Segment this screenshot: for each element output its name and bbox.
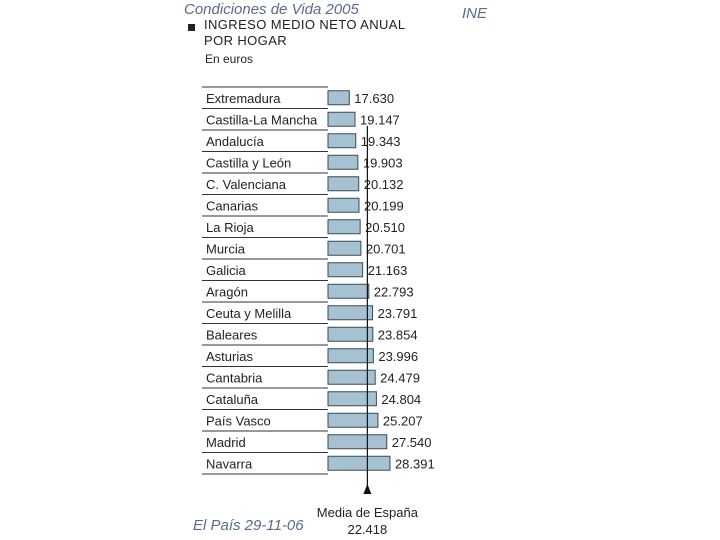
- bar: [327, 90, 350, 106]
- bar: [327, 283, 370, 299]
- category-label: País Vasco: [206, 413, 271, 428]
- value-label: 19.147: [360, 112, 400, 127]
- value-label: 28.391: [395, 456, 435, 471]
- header-source: INE: [462, 5, 488, 22]
- category-label: Murcia: [206, 241, 246, 256]
- value-label: 25.207: [383, 413, 423, 428]
- bar: [327, 326, 374, 342]
- bar: [327, 305, 374, 321]
- value-label: 23.996: [378, 349, 418, 364]
- value-label: 17.630: [354, 91, 394, 106]
- value-label: 22.793: [374, 284, 414, 299]
- header-title: Condiciones de Vida 2005: [184, 1, 359, 18]
- bar: [327, 455, 391, 471]
- bar: [327, 391, 377, 407]
- category-label: Navarra: [206, 456, 253, 471]
- category-label: Galicia: [206, 263, 247, 278]
- value-label: 20.132: [364, 177, 404, 192]
- reference-line-value: 22.418: [347, 522, 387, 537]
- category-label: La Rioja: [206, 220, 254, 235]
- bar: [327, 240, 362, 256]
- category-label: C. Valenciana: [206, 177, 287, 192]
- heading-square-marker: [188, 24, 195, 31]
- bar: [327, 348, 374, 364]
- value-label: 23.854: [378, 327, 418, 342]
- chart-unit-label: En euros: [205, 52, 254, 66]
- category-label: Canarias: [206, 198, 259, 213]
- bar: [327, 434, 388, 450]
- category-label: Cantabria: [206, 370, 263, 385]
- bar: [327, 412, 379, 428]
- bar: [327, 111, 356, 127]
- category-label: Asturias: [206, 349, 253, 364]
- category-label: Cataluña: [206, 392, 259, 407]
- footer-source: El País 29-11-06: [193, 517, 304, 534]
- category-label: Castilla-La Mancha: [206, 112, 318, 127]
- category-label: Ceuta y Melilla: [206, 306, 292, 321]
- value-label: 20.701: [366, 241, 406, 256]
- bar: [327, 176, 360, 192]
- value-label: 19.903: [363, 155, 403, 170]
- category-label: Castilla y León: [206, 155, 291, 170]
- reference-arrow-icon: [363, 484, 372, 494]
- category-label: Andalucía: [206, 134, 265, 149]
- bar: [327, 369, 376, 385]
- bar: [327, 219, 361, 235]
- value-label: 20.510: [365, 220, 405, 235]
- category-label: Madrid: [206, 435, 246, 450]
- bar: [327, 133, 357, 149]
- category-label: Extremadura: [206, 91, 281, 106]
- value-label: 19.343: [361, 134, 401, 149]
- value-label: 24.804: [381, 392, 421, 407]
- chart-title: INGRESO MEDIO NETO ANUAL POR HOGAR: [204, 17, 406, 48]
- value-label: 24.479: [380, 370, 420, 385]
- reference-line-label: Media de España: [317, 505, 419, 520]
- value-label: 27.540: [392, 435, 432, 450]
- bar: [327, 154, 359, 170]
- value-label: 21.163: [368, 263, 408, 278]
- value-label: 23.791: [378, 306, 418, 321]
- bar: [327, 197, 360, 213]
- category-label: Aragón: [206, 284, 248, 299]
- bar: [327, 262, 364, 278]
- category-label: Baleares: [206, 327, 258, 342]
- value-label: 20.199: [364, 198, 404, 213]
